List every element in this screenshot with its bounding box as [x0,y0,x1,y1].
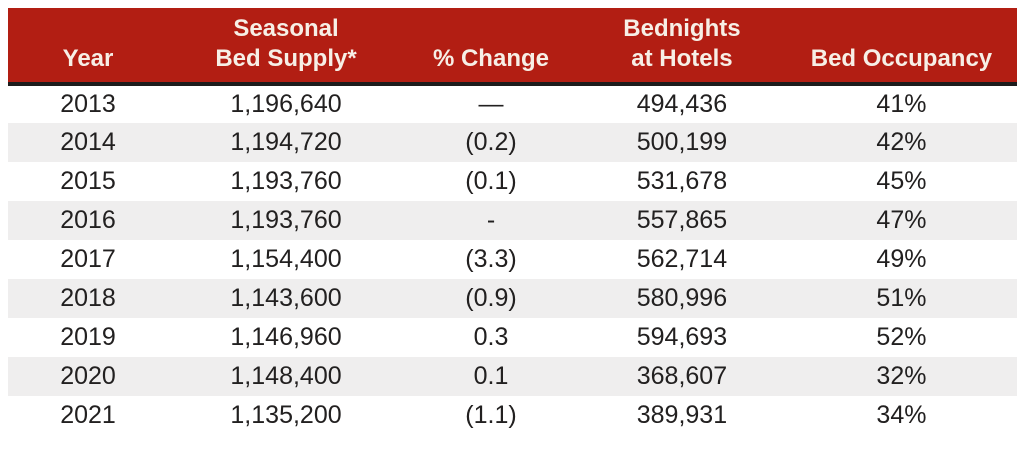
cell-bed-supply: 1,148,400 [168,357,405,396]
cell-year: 2019 [60,323,116,351]
cell-year: 2021 [60,401,116,429]
cell-year: 2013 [60,90,116,118]
cell-pct-change: 0.3 [473,323,509,351]
cell-pct-change: (3.3) [465,245,517,273]
table-row: 2016 1,193,760 - 557,865 47% [8,201,1017,240]
cell-pct-change: (1.1) [465,401,517,429]
cell-bednights: 594,693 [636,323,728,351]
table-row: 2020 1,148,400 0.1 368,607 32% [8,357,1017,396]
bed-supply-occupancy-table: Year Seasonal Bed Supply* % Change Bedni… [8,8,1017,435]
header-line: Year [62,45,114,72]
cell-bednights: 389,931 [636,401,728,429]
cell-pct-change: (0.2) [404,123,578,162]
cell-occupancy: 49% [876,245,927,273]
cell-occupancy: 45% [876,167,927,195]
table-row: 2021 1,135,200 (1.1) 389,931 34% [8,396,1017,435]
column-header-year: Year [8,8,169,86]
cell-pct-change: — [478,90,504,118]
table-row: 2019 1,146,960 0.3 594,693 52% [8,318,1017,357]
cell-pct-change: (0.9) [404,279,578,318]
cell-bednights: 557,865 [577,201,786,240]
cell-occupancy: 51% [785,279,1017,318]
cell-year: 2015 [60,167,116,195]
cell-bednights: 562,714 [636,245,728,273]
table-row: 2013 1,196,640 — 494,436 41% [8,84,1017,123]
cell-occupancy: 47% [785,201,1017,240]
column-header-bed-occupancy: Bed Occupancy [785,8,1017,86]
column-header-pct-change: % Change [404,8,578,86]
cell-bed-supply: 1,194,720 [168,123,405,162]
table-row: 2018 1,143,600 (0.9) 580,996 51% [8,279,1017,318]
cell-year: 2020 [8,357,169,396]
cell-occupancy: 42% [785,123,1017,162]
header-line: Bed Occupancy [810,45,993,72]
header-line: % Change [432,45,549,72]
cell-bed-supply: 1,193,760 [168,201,405,240]
header-row: Year Seasonal Bed Supply* % Change Bedni… [8,8,1017,86]
cell-bednights: 500,199 [577,123,786,162]
cell-bed-supply: 1,135,200 [230,401,342,429]
table-row: 2017 1,154,400 (3.3) 562,714 49% [8,240,1017,279]
table-header: Year Seasonal Bed Supply* % Change Bedni… [8,8,1017,86]
cell-bed-supply: 1,146,960 [230,323,342,351]
cell-bednights: 494,436 [636,90,728,118]
cell-year: 2017 [60,245,116,273]
header-line: Bed Supply* [215,45,357,72]
cell-bed-supply: 1,193,760 [230,167,342,195]
cell-bed-supply: 1,196,640 [230,90,342,118]
column-header-bednights-at-hotels: Bednights at Hotels [577,8,786,86]
table-row: 2015 1,193,760 (0.1) 531,678 45% [8,162,1017,201]
cell-year: 2018 [8,279,169,318]
cell-occupancy: 52% [876,323,927,351]
table-body: 2013 1,196,640 — 494,436 41% 2014 1,194,… [8,84,1017,435]
header-line: at Hotels [631,45,733,72]
cell-occupancy: 34% [876,401,927,429]
cell-occupancy: 32% [785,357,1017,396]
cell-bednights: 368,607 [577,357,786,396]
cell-bed-supply: 1,143,600 [168,279,405,318]
cell-year: 2014 [8,123,169,162]
cell-pct-change: - [404,201,578,240]
table-row: 2014 1,194,720 (0.2) 500,199 42% [8,123,1017,162]
cell-occupancy: 41% [876,90,927,118]
cell-pct-change: (0.1) [465,167,517,195]
cell-bed-supply: 1,154,400 [230,245,342,273]
header-line: Seasonal [233,15,339,42]
cell-bednights: 580,996 [577,279,786,318]
cell-pct-change: 0.1 [404,357,578,396]
cell-bednights: 531,678 [636,167,728,195]
column-header-seasonal-bed-supply: Seasonal Bed Supply* [168,8,405,86]
cell-year: 2016 [8,201,169,240]
header-line: Bednights [623,15,741,42]
